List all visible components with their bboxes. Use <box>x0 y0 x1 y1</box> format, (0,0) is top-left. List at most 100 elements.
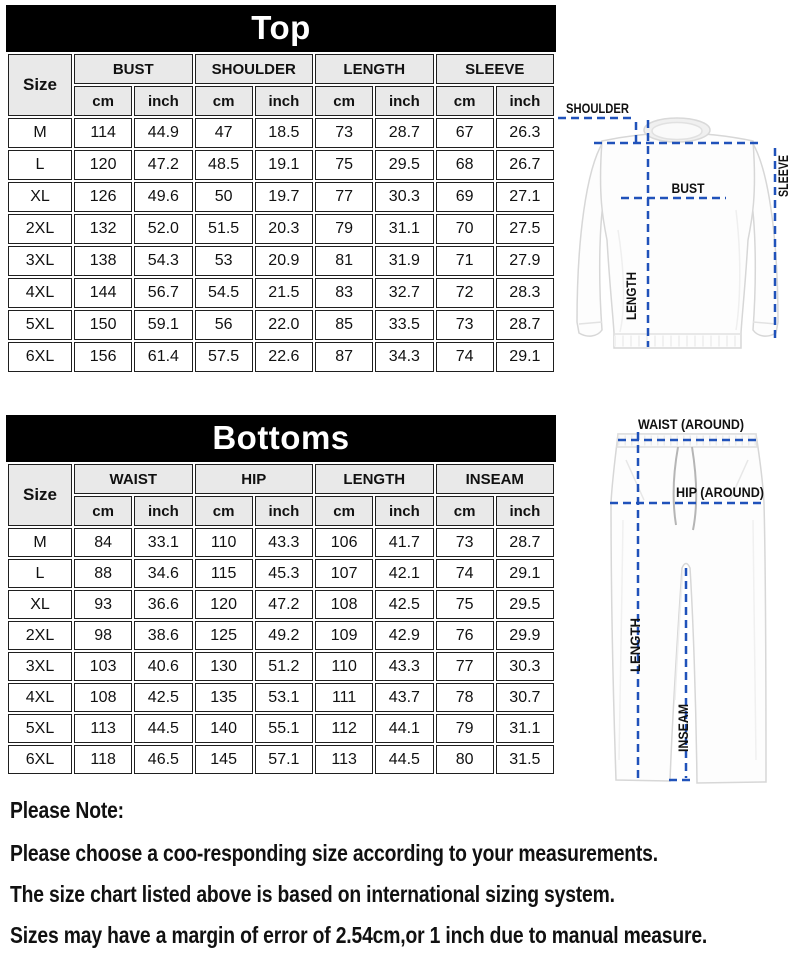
value-cell: 18.5 <box>254 118 313 148</box>
shoulder-group-header: SHOULDER <box>194 54 313 84</box>
value-cell: 30.3 <box>495 652 554 681</box>
table-row: XL 126 49.6 50 19.7 77 30.3 69 27.1 <box>8 182 554 212</box>
value-cell: 88 <box>74 559 133 588</box>
value-cell: 28.7 <box>495 528 554 557</box>
bust-group-header: BUST <box>74 54 193 84</box>
value-cell: 110 <box>315 652 374 681</box>
value-cell: 138 <box>74 246 133 276</box>
value-cell: 19.7 <box>254 182 313 212</box>
size-cell: 5XL <box>8 310 72 340</box>
value-cell: 42.1 <box>375 559 434 588</box>
value-cell: 29.1 <box>495 342 554 372</box>
value-cell: 54.3 <box>134 246 193 276</box>
value-cell: 108 <box>315 590 374 619</box>
size-cell: M <box>8 528 72 557</box>
value-cell: 109 <box>315 621 374 650</box>
top-size-table: Size BUST SHOULDER LENGTH SLEEVE cm inch… <box>6 52 556 374</box>
value-cell: 140 <box>194 714 253 743</box>
value-cell: 114 <box>74 118 133 148</box>
waist-group-header: WAIST <box>74 464 193 494</box>
value-cell: 144 <box>74 278 133 308</box>
value-cell: 46.5 <box>134 745 193 774</box>
length-group-header: LENGTH <box>315 54 434 84</box>
value-cell: 33.5 <box>375 310 434 340</box>
value-cell: 47 <box>194 118 253 148</box>
size-cell: M <box>8 118 72 148</box>
unit-header-cm: cm <box>435 86 494 116</box>
value-cell: 73 <box>315 118 374 148</box>
value-cell: 110 <box>194 528 253 557</box>
value-cell: 40.6 <box>134 652 193 681</box>
table-row: 6XL 156 61.4 57.5 22.6 87 34.3 74 29.1 <box>8 342 554 372</box>
value-cell: 42.5 <box>134 683 193 712</box>
value-cell: 47.2 <box>134 150 193 180</box>
bottoms-table-title: Bottoms <box>6 415 556 462</box>
value-cell: 53 <box>194 246 253 276</box>
inseam-group-header: INSEAM <box>435 464 554 494</box>
value-cell: 41.7 <box>375 528 434 557</box>
value-cell: 26.7 <box>495 150 554 180</box>
value-cell: 103 <box>74 652 133 681</box>
unit-header-inch: inch <box>375 496 434 526</box>
value-cell: 150 <box>74 310 133 340</box>
value-cell: 113 <box>315 745 374 774</box>
unit-header-cm: cm <box>315 496 374 526</box>
value-cell: 57.1 <box>254 745 313 774</box>
sweatshirt-right-sleeve <box>747 139 779 337</box>
sweatshirt-body <box>599 132 756 349</box>
table-row: M 114 44.9 47 18.5 73 28.7 67 26.3 <box>8 118 554 148</box>
table-row: XL 93 36.6 120 47.2 108 42.5 75 29.5 <box>8 590 554 619</box>
table-row: 3XL 103 40.6 130 51.2 110 43.3 77 30.3 <box>8 652 554 681</box>
length-label: LENGTH <box>628 618 643 672</box>
value-cell: 34.3 <box>375 342 434 372</box>
value-cell: 73 <box>435 310 494 340</box>
value-cell: 87 <box>315 342 374 372</box>
table-row: 5XL 113 44.5 140 55.1 112 44.1 79 31.1 <box>8 714 554 743</box>
note-line: Sizes may have a margin of error of 2.54… <box>10 922 708 948</box>
value-cell: 56.7 <box>134 278 193 308</box>
table-row: 5XL 150 59.1 56 22.0 85 33.5 73 28.7 <box>8 310 554 340</box>
table-row: 4XL 144 56.7 54.5 21.5 83 32.7 72 28.3 <box>8 278 554 308</box>
value-cell: 71 <box>435 246 494 276</box>
value-cell: 30.7 <box>495 683 554 712</box>
pocket-seam-right <box>729 459 749 501</box>
value-cell: 93 <box>74 590 133 619</box>
sleeve-group-header: SLEEVE <box>435 54 554 84</box>
value-cell: 31.1 <box>495 714 554 743</box>
hip-label: HIP (AROUND) <box>676 485 764 500</box>
value-cell: 73 <box>435 528 494 557</box>
size-cell: 2XL <box>8 621 72 650</box>
value-cell: 20.3 <box>254 214 313 244</box>
unit-header-inch: inch <box>375 86 434 116</box>
value-cell: 28.7 <box>375 118 434 148</box>
value-cell: 47.2 <box>254 590 313 619</box>
top-table-title: Top <box>6 5 556 52</box>
sleeve-label: SLEEVE <box>776 155 791 197</box>
value-cell: 52.0 <box>134 214 193 244</box>
value-cell: 74 <box>435 342 494 372</box>
top-size-table-section: Top Size BUST SHOULDER LENGTH SLEEVE cm … <box>6 5 556 374</box>
right-cuff-seam <box>752 321 777 325</box>
unit-header-cm: cm <box>74 496 133 526</box>
fold-line <box>618 519 624 761</box>
table-row: L 120 47.2 48.5 19.1 75 29.5 68 26.7 <box>8 150 554 180</box>
value-cell: 49.6 <box>134 182 193 212</box>
value-cell: 42.9 <box>375 621 434 650</box>
notes-section: Please Note: Please choose a coo-respond… <box>10 797 800 959</box>
value-cell: 125 <box>194 621 253 650</box>
value-cell: 51.5 <box>194 214 253 244</box>
length-group-header: LENGTH <box>315 464 434 494</box>
value-cell: 59.1 <box>134 310 193 340</box>
value-cell: 42.5 <box>375 590 434 619</box>
unit-header-inch: inch <box>134 496 193 526</box>
value-cell: 74 <box>435 559 494 588</box>
fold-line <box>735 209 741 331</box>
value-cell: 112 <box>315 714 374 743</box>
value-cell: 27.5 <box>495 214 554 244</box>
size-cell: 5XL <box>8 714 72 743</box>
value-cell: 76 <box>435 621 494 650</box>
value-cell: 78 <box>435 683 494 712</box>
value-cell: 77 <box>435 652 494 681</box>
value-cell: 68 <box>435 150 494 180</box>
unit-header-inch: inch <box>134 86 193 116</box>
